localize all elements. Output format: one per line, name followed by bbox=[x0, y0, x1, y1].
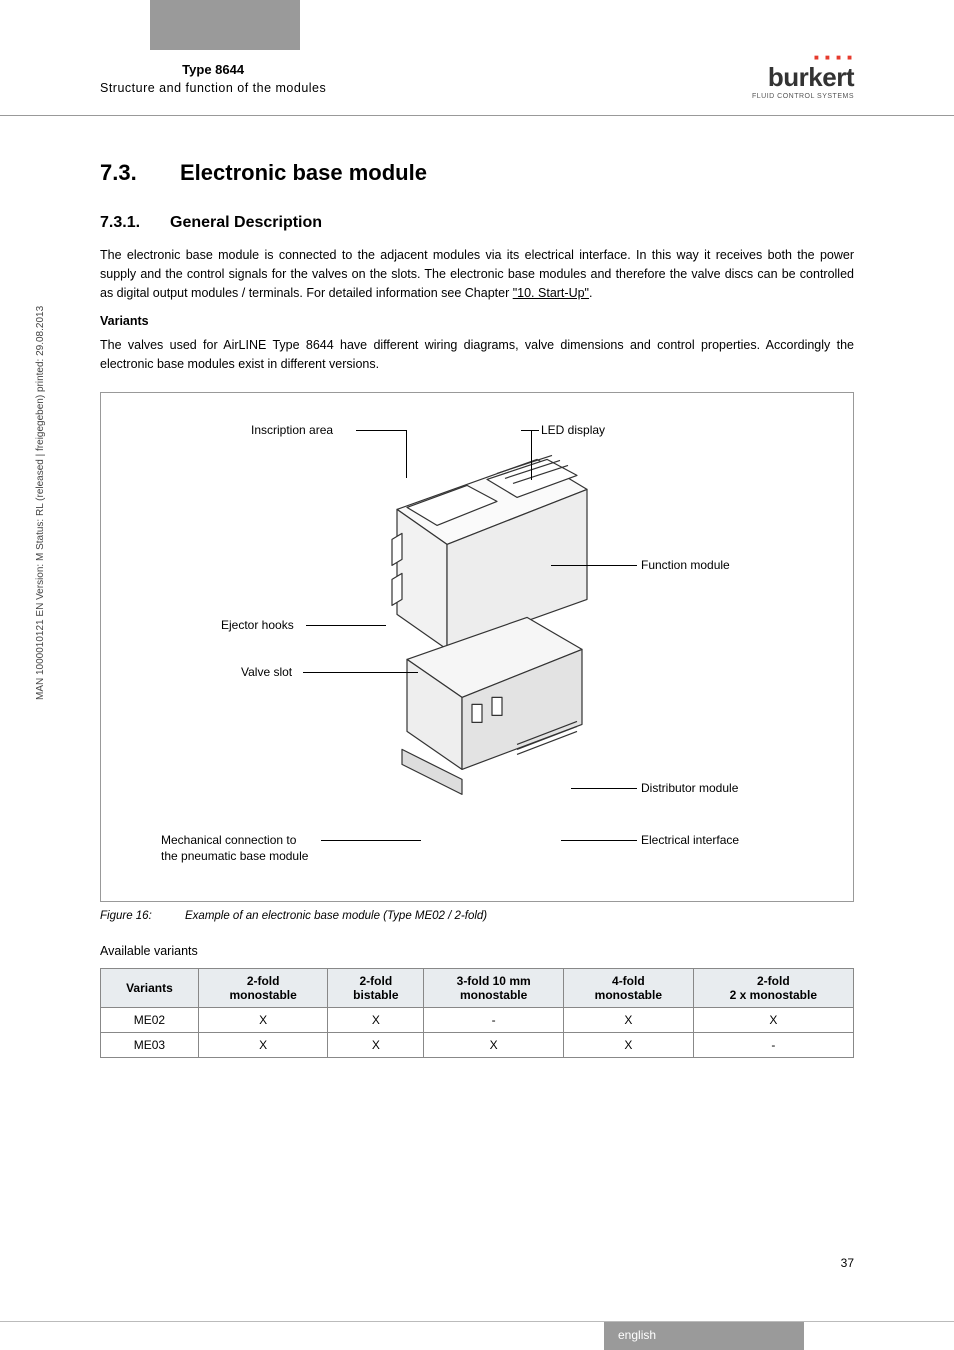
subsection-heading: 7.3.1.General Description bbox=[100, 214, 854, 232]
language-bar: english bbox=[604, 1322, 804, 1350]
cell-name: ME03 bbox=[101, 1032, 199, 1057]
figure-caption: Figure 16:Example of an electronic base … bbox=[100, 910, 854, 922]
cell: X bbox=[198, 1032, 328, 1057]
header-divider bbox=[0, 115, 954, 116]
page-header: Type 8644 Structure and function of the … bbox=[100, 56, 854, 100]
label-mech-l1: Mechanical connection to bbox=[161, 833, 296, 847]
label-elec-iface: Electrical interface bbox=[641, 833, 739, 847]
table-row: ME02 X X - X X bbox=[101, 1007, 854, 1032]
label-inscription: Inscription area bbox=[251, 423, 333, 437]
startup-link[interactable]: "10. Start-Up" bbox=[513, 286, 589, 300]
figure-number: Figure 16: bbox=[100, 910, 185, 922]
leader-led bbox=[521, 430, 539, 431]
cell: X bbox=[564, 1032, 694, 1057]
page-number: 37 bbox=[841, 1256, 854, 1270]
cell: X bbox=[424, 1032, 564, 1057]
header-left: Type 8644 Structure and function of the … bbox=[100, 62, 326, 95]
base-module-diagram-icon bbox=[347, 449, 607, 829]
leader-inscription bbox=[356, 430, 406, 431]
logo: ■ ■ ■ ■ burkert FLUID CONTROL SYSTEMS bbox=[752, 56, 854, 100]
cell: X bbox=[564, 1007, 694, 1032]
p1-text-a: The electronic base module is connected … bbox=[100, 248, 854, 300]
p1-text-b: . bbox=[589, 286, 592, 300]
variants-heading: Variants bbox=[100, 314, 854, 328]
figure-diagram: Inscription area Ejector hooks Valve slo… bbox=[100, 392, 854, 902]
leader-led-v bbox=[531, 430, 532, 480]
label-distributor: Distributor module bbox=[641, 781, 738, 795]
leader-valve-slot bbox=[303, 672, 418, 673]
subsection-number: 7.3.1. bbox=[100, 214, 170, 232]
section-title: Electronic base module bbox=[180, 160, 427, 185]
variants-table: Variants 2-foldmonostable 2-foldbistable… bbox=[100, 968, 854, 1058]
label-valve-slot: Valve slot bbox=[241, 665, 292, 679]
label-mech-l2: the pneumatic base module bbox=[161, 849, 308, 863]
header-subtitle: Structure and function of the modules bbox=[100, 81, 326, 95]
leader-distributor bbox=[571, 788, 637, 789]
leader-ejector bbox=[306, 625, 386, 626]
available-variants-label: Available variants bbox=[100, 944, 854, 958]
paragraph-1: The electronic base module is connected … bbox=[100, 246, 854, 302]
side-metadata: MAN 1000010121 EN Version: M Status: RL … bbox=[35, 306, 46, 700]
logo-dots-icon: ■ ■ ■ ■ bbox=[752, 56, 854, 60]
type-label: Type 8644 bbox=[100, 62, 326, 77]
th-2fold-mono: 2-foldmonostable bbox=[198, 968, 328, 1007]
footer-divider bbox=[0, 1321, 954, 1322]
cell: X bbox=[328, 1032, 424, 1057]
cell-name: ME02 bbox=[101, 1007, 199, 1032]
th-3fold: 3-fold 10 mmmonostable bbox=[424, 968, 564, 1007]
paragraph-2: The valves used for AirLINE Type 8644 ha… bbox=[100, 336, 854, 374]
cell: - bbox=[693, 1032, 853, 1057]
leader-mech bbox=[321, 840, 421, 841]
leader-function bbox=[551, 565, 637, 566]
section-number: 7.3. bbox=[100, 160, 180, 186]
header-gray-block bbox=[150, 0, 300, 50]
logo-text: burkert bbox=[752, 62, 854, 93]
cell: - bbox=[424, 1007, 564, 1032]
cell: X bbox=[198, 1007, 328, 1032]
th-variants: Variants bbox=[101, 968, 199, 1007]
label-led: LED display bbox=[541, 423, 605, 437]
main-content: 7.3.Electronic base module 7.3.1.General… bbox=[100, 160, 854, 1058]
leader-inscription-v bbox=[406, 430, 407, 478]
th-2fold-bi: 2-foldbistable bbox=[328, 968, 424, 1007]
cell: X bbox=[328, 1007, 424, 1032]
label-function-module: Function module bbox=[641, 558, 730, 572]
table-row: ME03 X X X X - bbox=[101, 1032, 854, 1057]
leader-elec bbox=[561, 840, 637, 841]
th-4fold: 4-foldmonostable bbox=[564, 968, 694, 1007]
label-ejector: Ejector hooks bbox=[221, 618, 294, 632]
cell: X bbox=[693, 1007, 853, 1032]
table-header-row: Variants 2-foldmonostable 2-foldbistable… bbox=[101, 968, 854, 1007]
figure-caption-text: Example of an electronic base module (Ty… bbox=[185, 910, 487, 922]
subsection-title: General Description bbox=[170, 214, 322, 231]
logo-tagline: FLUID CONTROL SYSTEMS bbox=[752, 93, 854, 100]
section-heading: 7.3.Electronic base module bbox=[100, 160, 854, 186]
th-2fold-2x: 2-fold2 x monostable bbox=[693, 968, 853, 1007]
